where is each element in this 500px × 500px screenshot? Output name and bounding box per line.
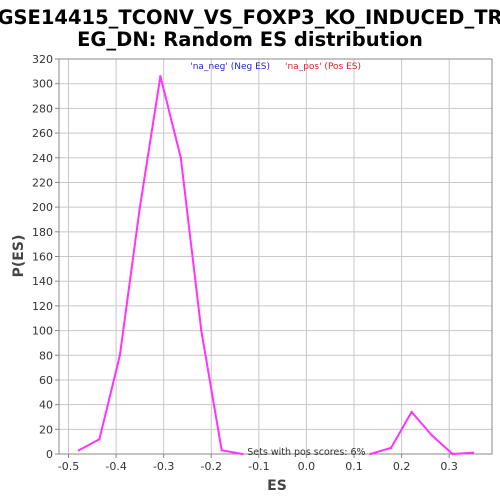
y-tick-label: 60 [39,374,53,387]
legend-entry-neg-es: 'na_neg' (Neg ES) [190,62,270,72]
data-point [389,446,393,450]
data-point [430,434,434,437]
chart-title-line-2: EG_DN: Random ES distribution [77,28,423,51]
data-point [240,452,244,456]
y-tick-label: 200 [32,201,53,214]
y-tick-label: 220 [32,176,53,189]
y-axis-label: P(ES) [11,235,27,278]
data-point [179,156,183,159]
data-point [220,449,223,452]
y-tick-label: 20 [39,423,53,436]
data-point [410,410,413,414]
y-tick-label: 140 [32,275,53,288]
x-tick-label: 0.1 [345,460,363,473]
y-tick-label: 160 [32,251,53,264]
y-tick-label: 40 [39,399,53,412]
x-tick-label: -0.5 [58,460,79,473]
data-point [471,451,475,454]
data-point [369,452,372,456]
y-tick-label: 100 [32,325,53,338]
y-tick-label: 320 [32,53,53,66]
x-tick-label: -0.1 [248,460,269,473]
data-point [138,205,142,209]
y-tick-label: 240 [32,152,53,165]
x-tick-label: 0.3 [440,460,458,473]
x-tick-label: -0.2 [201,460,222,473]
grid-lines [59,58,492,455]
x-axis-ticks: -0.5 -0.4 -0.3 -0.2 -0.1 0.0 0.1 0.2 0.3 [58,454,458,473]
data-point [159,75,162,78]
data-point [200,329,203,332]
data-point [77,449,81,452]
y-axis-ticks: 0 20 40 60 80 100 120 140 160 180 200 220 240 260 280 3… [32,53,59,461]
chart-title: GSE14415_TCONV_VS_FOXP3_KO_INDUCED_TR EG… [0,6,500,51]
y-tick-label: 80 [39,349,53,362]
legend-entry-pos-es: 'na_pos' (Pos ES) [285,62,361,72]
y-tick-label: 0 [46,448,53,461]
x-tick-label: -0.3 [153,460,174,473]
y-tick-label: 300 [32,78,53,91]
data-point [98,437,101,441]
x-axis-label: ES [267,478,287,494]
data-point [451,452,454,456]
y-tick-label: 120 [32,300,53,313]
legend: 'na_neg' (Neg ES) 'na_pos' (Pos ES) [190,62,361,72]
y-tick-label: 180 [32,226,53,239]
series-line [370,411,474,455]
y-tick-label: 260 [32,127,53,140]
data-point [118,354,122,357]
data-series [77,75,475,456]
chart-title-line-1: GSE14415_TCONV_VS_FOXP3_KO_INDUCED_TR [0,6,500,29]
y-tick-label: 280 [32,102,53,115]
x-tick-label: 0.2 [393,460,411,473]
x-tick-label: -0.4 [105,460,126,473]
x-tick-label: 0.0 [298,460,316,473]
pos-scores-annotation: Sets with pos scores: 6% [247,447,365,458]
